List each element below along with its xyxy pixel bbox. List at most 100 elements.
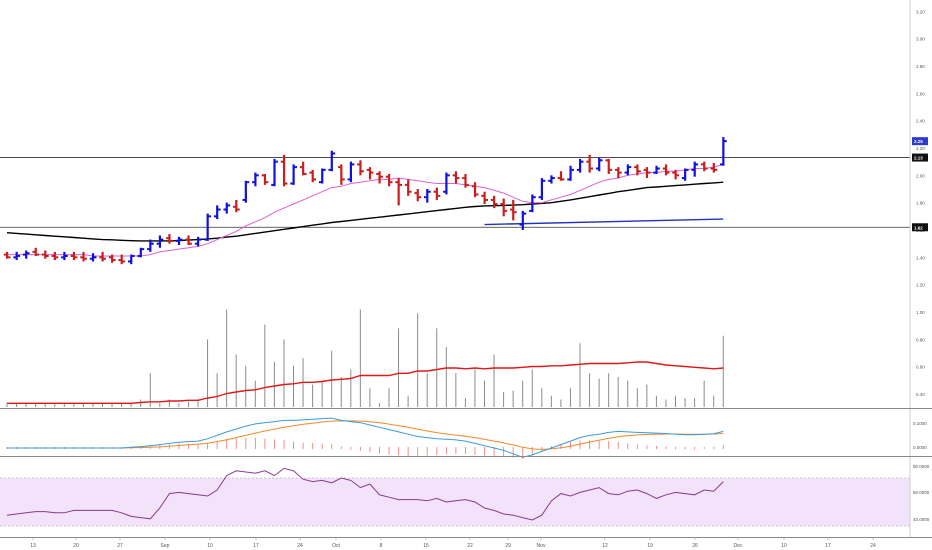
ohlc-bar[interactable] bbox=[185, 235, 192, 246]
ohlc-bar[interactable] bbox=[166, 234, 173, 244]
ohlc-bar[interactable] bbox=[61, 251, 68, 261]
ohlc-bar[interactable] bbox=[443, 172, 450, 195]
ohlc-bar[interactable] bbox=[261, 173, 269, 185]
ohlc-bar[interactable] bbox=[80, 251, 87, 262]
ohlc-bar[interactable] bbox=[338, 164, 345, 185]
ohlc-bar[interactable] bbox=[42, 250, 49, 259]
ohlc-bar[interactable] bbox=[280, 154, 288, 187]
volume-bar bbox=[216, 373, 218, 407]
ohlc-bar[interactable] bbox=[700, 161, 708, 172]
ohlc-bar[interactable] bbox=[538, 178, 546, 200]
ohlc-bar[interactable] bbox=[414, 189, 422, 202]
ohlc-bar[interactable] bbox=[586, 154, 594, 173]
ohlc-bar[interactable] bbox=[376, 171, 383, 184]
ohlc-bar[interactable] bbox=[634, 164, 641, 176]
ohlc-bar[interactable] bbox=[615, 167, 622, 179]
ohlc-bar[interactable] bbox=[452, 171, 460, 184]
ohlc-bar-close bbox=[246, 181, 250, 184]
volume-bar bbox=[340, 377, 342, 407]
ohlc-bar[interactable] bbox=[204, 213, 212, 241]
ohlc-bar[interactable] bbox=[490, 195, 498, 209]
ohlc-bar[interactable] bbox=[424, 189, 431, 203]
ohlc-bar[interactable] bbox=[567, 165, 574, 181]
ohlc-bar[interactable] bbox=[147, 239, 154, 252]
volume-bar bbox=[703, 380, 705, 407]
ohlc-bar[interactable] bbox=[471, 182, 479, 198]
ohlc-bar[interactable] bbox=[70, 251, 78, 261]
ohlc-bar[interactable] bbox=[175, 236, 183, 246]
ohlc-bar[interactable] bbox=[681, 168, 689, 181]
ohlc-bar[interactable] bbox=[653, 165, 660, 174]
ohlc-bar[interactable] bbox=[89, 253, 97, 262]
ohlc-bar[interactable] bbox=[595, 157, 603, 172]
volume-bar bbox=[484, 380, 485, 407]
ohlc-bar[interactable] bbox=[462, 173, 469, 188]
ohlc-bar[interactable] bbox=[127, 254, 135, 265]
ohlc-bar[interactable] bbox=[519, 210, 527, 230]
ohlc-bar[interactable] bbox=[395, 178, 403, 206]
ohlc-bar-open bbox=[538, 196, 542, 199]
ohlc-bar[interactable] bbox=[233, 199, 240, 213]
ohlc-bar[interactable] bbox=[51, 251, 59, 261]
ohlc-bar[interactable] bbox=[194, 236, 202, 247]
ohlc-bar[interactable] bbox=[404, 179, 412, 196]
ohlc-bar[interactable] bbox=[309, 169, 317, 183]
macd-histogram-bar bbox=[436, 447, 438, 456]
ohlc-bar-open bbox=[347, 178, 351, 181]
ohlc-bar-open bbox=[61, 256, 65, 259]
ohlc-bar[interactable] bbox=[720, 137, 727, 166]
ohlc-bar[interactable] bbox=[643, 167, 651, 179]
ohlc-bar[interactable] bbox=[691, 161, 699, 177]
ohlc-bar[interactable] bbox=[252, 172, 259, 187]
ohlc-bar-open bbox=[519, 223, 523, 226]
ohlc-bar[interactable] bbox=[385, 173, 393, 187]
ohlc-bar[interactable] bbox=[576, 158, 584, 173]
ohlc-bar[interactable] bbox=[223, 202, 231, 214]
ohlc-bar[interactable] bbox=[22, 250, 30, 259]
ohlc-bar-open bbox=[395, 181, 399, 184]
ohlc-bar[interactable] bbox=[605, 158, 613, 174]
ohlc-bar-open bbox=[108, 256, 112, 259]
time-axis-tick: 12 bbox=[602, 543, 608, 549]
ohlc-bar[interactable] bbox=[156, 235, 164, 248]
ohlc-bar-open bbox=[452, 174, 456, 177]
ohlc-bar[interactable] bbox=[672, 169, 679, 180]
ohlc-bar[interactable] bbox=[710, 163, 718, 173]
ohlc-bar[interactable] bbox=[366, 167, 374, 180]
ohlc-bar-open bbox=[99, 256, 103, 259]
ohlc-bar[interactable] bbox=[13, 251, 21, 261]
ohlc-bar-close bbox=[523, 212, 527, 215]
ohlc-bar[interactable] bbox=[509, 199, 517, 221]
ohlc-bar-range bbox=[139, 247, 142, 258]
ohlc-bar[interactable] bbox=[213, 205, 221, 220]
volume-bar bbox=[445, 347, 447, 407]
ohlc-bar[interactable] bbox=[290, 164, 297, 185]
ohlc-bar[interactable] bbox=[347, 161, 355, 183]
ohlc-bar[interactable] bbox=[299, 161, 307, 176]
ohlc-bar[interactable] bbox=[624, 164, 632, 176]
ohlc-bar[interactable] bbox=[118, 254, 126, 265]
rsi-band bbox=[0, 478, 910, 526]
ohlc-bar[interactable] bbox=[99, 251, 106, 262]
ohlc-bar[interactable] bbox=[557, 171, 565, 181]
ohlc-bar[interactable] bbox=[328, 150, 336, 172]
ohlc-bar[interactable] bbox=[529, 194, 536, 213]
ohlc-bar[interactable] bbox=[481, 191, 488, 205]
ohlc-bar[interactable] bbox=[318, 168, 326, 184]
volume-bar bbox=[207, 339, 209, 407]
ohlc-bar[interactable] bbox=[242, 180, 250, 203]
ohlc-bar[interactable] bbox=[137, 247, 145, 258]
ohlc-bar-close bbox=[150, 242, 154, 245]
ohlc-bar[interactable] bbox=[108, 254, 116, 263]
ohlc-bar[interactable] bbox=[32, 247, 40, 256]
ohlc-bar[interactable] bbox=[548, 175, 555, 184]
ohlc-bar-open bbox=[70, 254, 74, 257]
ohlc-bar[interactable] bbox=[500, 198, 508, 217]
ohlc-bar[interactable] bbox=[662, 164, 670, 176]
ohlc-bar[interactable] bbox=[433, 187, 441, 200]
ohlc-bar[interactable] bbox=[3, 251, 11, 259]
ohlc-bar-range bbox=[216, 205, 219, 220]
ohlc-bar[interactable] bbox=[357, 160, 364, 176]
ohlc-bar[interactable] bbox=[271, 158, 278, 187]
